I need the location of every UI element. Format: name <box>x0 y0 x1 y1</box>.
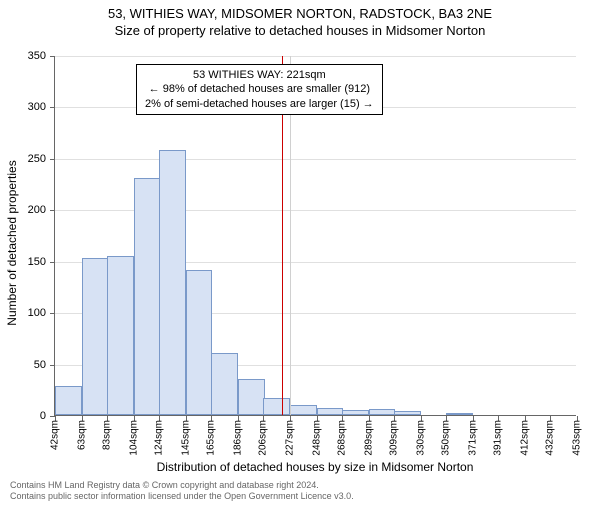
annotation-line3: 2% of semi-detached houses are larger (1… <box>145 97 374 111</box>
ytick-mark <box>50 56 55 57</box>
histogram-bar <box>211 353 238 415</box>
histogram-bar <box>369 409 396 415</box>
ytick-label: 0 <box>16 410 46 422</box>
xtick-label: 412sqm <box>519 420 530 456</box>
histogram-bar <box>342 410 369 415</box>
gridline <box>55 56 576 57</box>
annotation-line1: 53 WITHIES WAY: 221sqm <box>145 68 374 82</box>
histogram-bar <box>55 386 82 415</box>
footnote-line2: Contains public sector information licen… <box>10 491 354 502</box>
xtick-label: 165sqm <box>206 420 217 456</box>
histogram-bar <box>317 408 344 415</box>
title-block: 53, WITHIES WAY, MIDSOMER NORTON, RADSTO… <box>0 6 600 38</box>
histogram-bar <box>290 405 317 415</box>
xtick-label: 145sqm <box>180 420 191 456</box>
x-axis-label: Distribution of detached houses by size … <box>54 460 576 474</box>
annotation-box: 53 WITHIES WAY: 221sqm ← 98% of detached… <box>136 64 383 115</box>
histogram-bar <box>159 150 186 415</box>
xtick-label: 227sqm <box>284 420 295 456</box>
footnote-line1: Contains HM Land Registry data © Crown c… <box>10 480 354 491</box>
xtick-label: 289sqm <box>363 420 374 456</box>
ytick-label: 350 <box>16 50 46 62</box>
xtick-label: 63sqm <box>76 420 87 450</box>
histogram-bar <box>134 178 161 415</box>
ytick-mark <box>50 313 55 314</box>
histogram-chart: 05010015020025030035042sqm63sqm83sqm104s… <box>54 56 576 416</box>
xtick-label: 309sqm <box>389 420 400 456</box>
histogram-bar <box>238 379 265 415</box>
ytick-mark <box>50 107 55 108</box>
ytick-mark <box>50 262 55 263</box>
ytick-mark <box>50 365 55 366</box>
ytick-label: 50 <box>16 359 46 371</box>
ytick-label: 150 <box>16 256 46 268</box>
xtick-label: 42sqm <box>50 420 61 450</box>
histogram-bar <box>446 413 473 415</box>
xtick-label: 248sqm <box>311 420 322 456</box>
histogram-bar <box>263 398 290 415</box>
ytick-label: 100 <box>16 307 46 319</box>
ytick-mark <box>50 210 55 211</box>
histogram-bar <box>82 258 109 415</box>
xtick-label: 371sqm <box>467 420 478 456</box>
footnote: Contains HM Land Registry data © Crown c… <box>10 480 354 503</box>
xtick-label: 206sqm <box>258 420 269 456</box>
ytick-label: 200 <box>16 204 46 216</box>
ytick-label: 250 <box>16 153 46 165</box>
gridline <box>55 159 576 160</box>
histogram-bar <box>186 270 213 415</box>
ytick-label: 300 <box>16 101 46 113</box>
title-sub: Size of property relative to detached ho… <box>0 23 600 38</box>
xtick-label: 268sqm <box>337 420 348 456</box>
xtick-label: 104sqm <box>128 420 139 456</box>
xtick-label: 186sqm <box>232 420 243 456</box>
xtick-label: 124sqm <box>154 420 165 456</box>
xtick-label: 432sqm <box>545 420 556 456</box>
ytick-mark <box>50 159 55 160</box>
xtick-label: 453sqm <box>572 420 583 456</box>
histogram-bar <box>394 411 421 415</box>
histogram-bar <box>107 256 134 415</box>
xtick-label: 83sqm <box>102 420 113 450</box>
xtick-label: 350sqm <box>441 420 452 456</box>
xtick-label: 391sqm <box>493 420 504 456</box>
annotation-line2: ← 98% of detached houses are smaller (91… <box>145 82 374 96</box>
title-main: 53, WITHIES WAY, MIDSOMER NORTON, RADSTO… <box>0 6 600 21</box>
xtick-label: 330sqm <box>415 420 426 456</box>
